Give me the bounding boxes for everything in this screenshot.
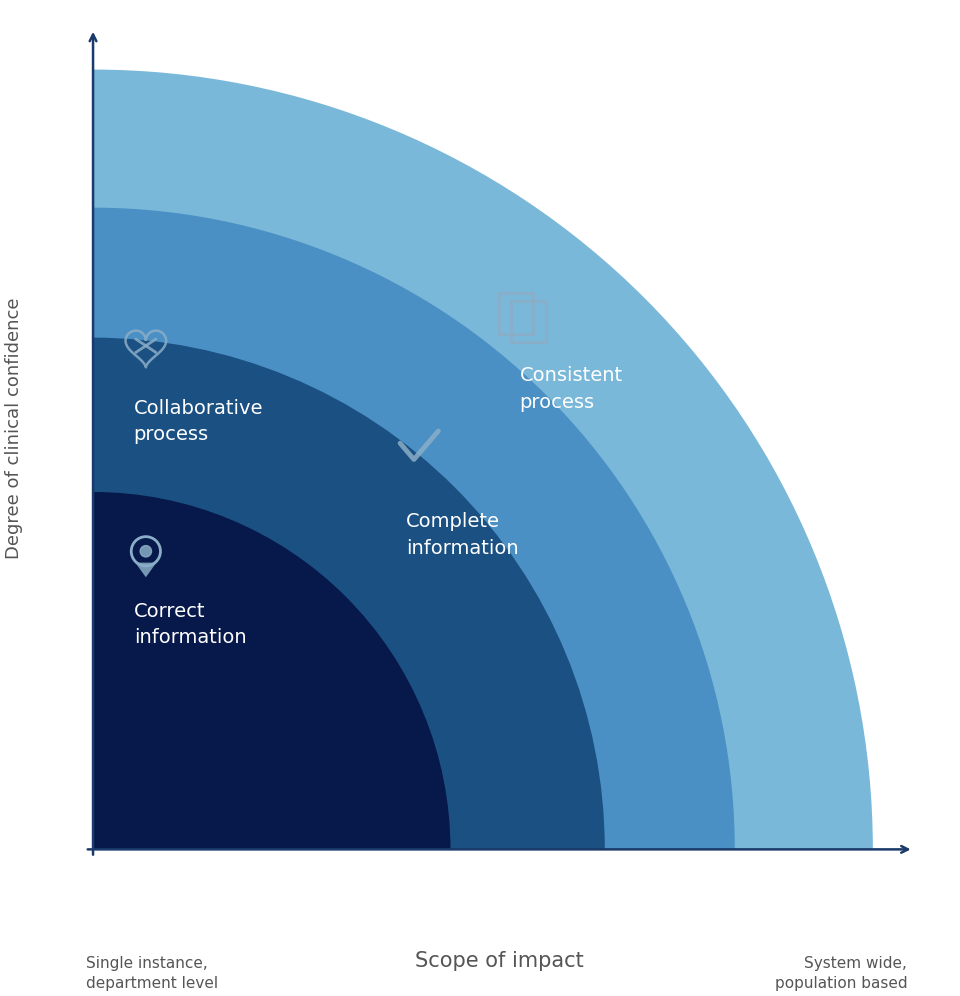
Text: Consistent
process: Consistent process [519,367,623,411]
Text: Collaborative
process: Collaborative process [133,398,263,444]
Circle shape [140,546,152,557]
Text: Correct
information: Correct information [133,602,247,647]
Text: Single instance,
department level: Single instance, department level [86,956,219,991]
Text: Scope of impact: Scope of impact [415,951,584,971]
Wedge shape [93,70,873,850]
Polygon shape [135,563,156,578]
Wedge shape [93,338,605,850]
Wedge shape [93,207,734,850]
Bar [512,301,545,342]
Text: Complete
information: Complete information [406,512,518,558]
Text: Degree of clinical confidence: Degree of clinical confidence [6,298,23,559]
Wedge shape [93,492,450,850]
Text: System wide,
population based: System wide, population based [775,956,907,991]
Bar [499,293,534,334]
